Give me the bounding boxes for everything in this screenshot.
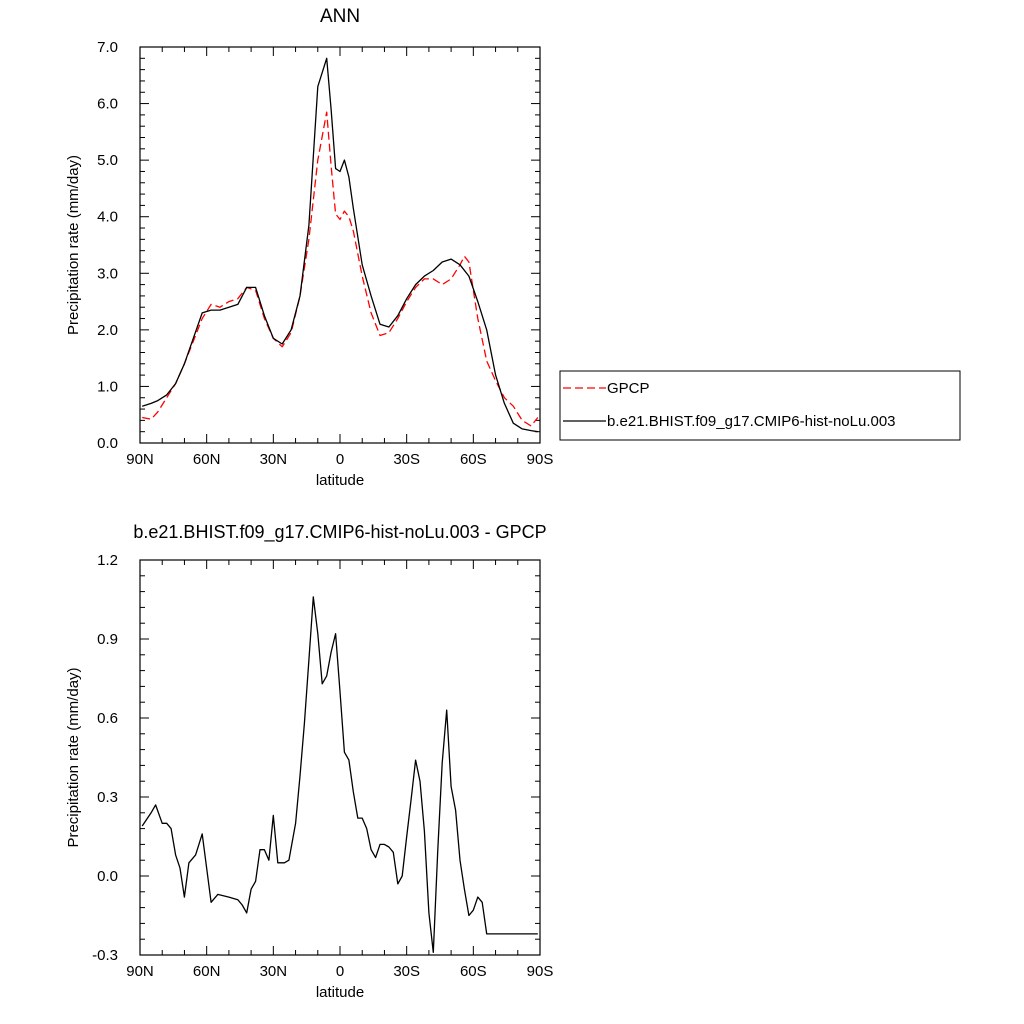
x-tick-label: 60N [193,963,221,980]
y-tick-label: -0.3 [92,947,118,964]
series-line-b-e21-bhist-f09-g17-cmip6-hist-nolu-003 [142,57,538,433]
y-tick-label: 0.3 [97,789,118,806]
y-tick-label: 1.2 [97,552,118,569]
x-tick-label: 0 [336,451,344,468]
annual-precipitation-panel: ANN 90N 60N 30N 0 30S 60S 90S 0.0 1.0 2.0 3.0 4.0 5.0… [65,6,553,489]
y-tick-label: 0.6 [97,710,118,727]
y-tick-label: 2.0 [97,322,118,339]
x-tick-label: 30N [260,963,288,980]
chart-title: ANN [320,6,360,27]
legend-box [559,370,961,441]
x-axis-label: latitude [316,984,364,1001]
difference-panel: b.e21.BHIST.f09_g17.CMIP6-hist-noLu.003 … [65,522,553,1001]
x-axis-label: latitude [316,472,364,489]
x-tick-label: 0 [336,963,344,980]
plot-frame [139,46,541,444]
y-tick-label: 6.0 [97,96,118,113]
legend-entry: b.e21.BHIST.f09_g17.CMIP6-hist-noLu.003 [607,413,896,430]
y-tick-label: 5.0 [97,152,118,169]
series-line-gpcp [142,111,539,427]
x-tick-label: 60N [193,451,221,468]
difference-line [141,596,538,954]
y-axis-label: Precipitation rate (mm/day) [65,667,82,847]
plot-frame [139,559,541,956]
legend: GPCP b.e21.BHIST.f09_g17.CMIP6-hist-noLu.… [559,370,961,441]
x-tick-label: 30S [393,963,420,980]
x-tick-label: 90S [527,451,554,468]
y-axis-label: Precipitation rate (mm/day) [65,155,82,335]
x-tick-label: 30N [260,451,288,468]
legend-entry: GPCP [607,380,650,397]
y-tick-label: 0.0 [97,435,118,452]
x-tick-label: 90S [527,963,554,980]
y-tick-label: 0.0 [97,868,118,885]
x-tick-label: 30S [393,451,420,468]
y-tick-label: 4.0 [97,209,118,226]
y-tick-label: 7.0 [97,39,118,56]
y-tick-label: 0.9 [97,631,118,648]
x-tick-label: 90N [126,451,154,468]
x-tick-label: 90N [126,963,154,980]
x-tick-label: 60S [460,963,487,980]
x-tick-label: 60S [460,451,487,468]
chart-title: b.e21.BHIST.f09_g17.CMIP6-hist-noLu.003 … [133,522,546,543]
y-tick-label: 1.0 [97,378,118,395]
y-tick-label: 3.0 [97,265,118,282]
